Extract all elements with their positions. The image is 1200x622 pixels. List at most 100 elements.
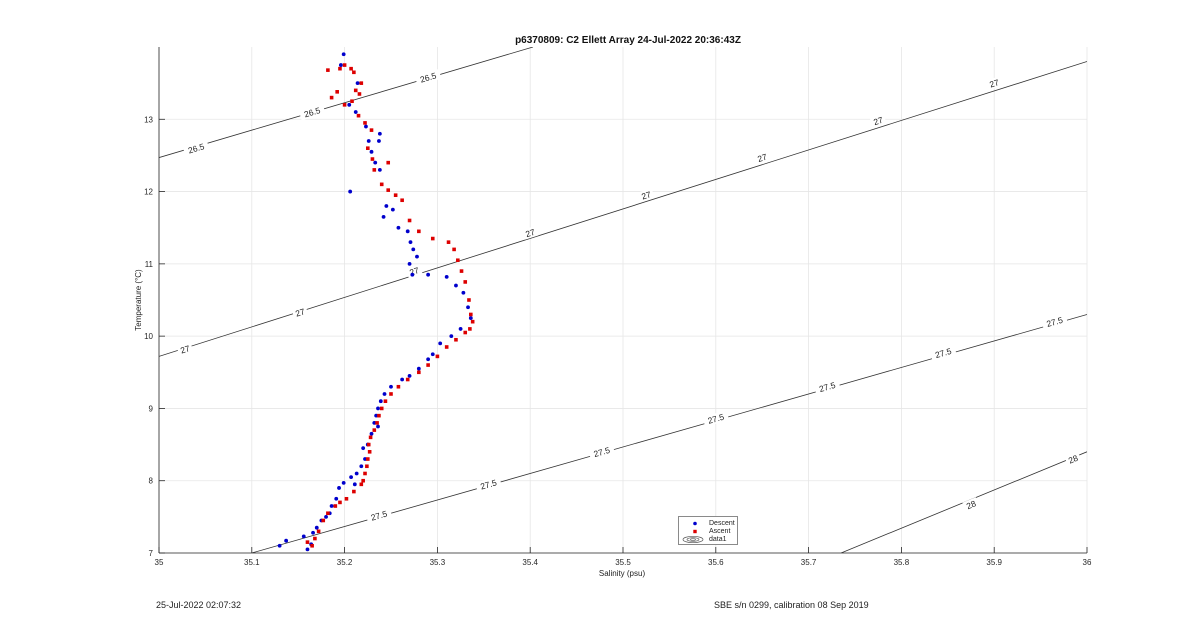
descent-point: [337, 486, 341, 490]
ascent-point: [350, 99, 354, 104]
svg-text:27: 27: [179, 343, 191, 355]
ascent-point: [313, 536, 317, 541]
descent-point: [305, 547, 310, 552]
descent-point: [347, 102, 352, 107]
descent-point: [390, 207, 395, 212]
calibration-note: SBE s/n 0299, calibration 08 Sep 2019: [714, 600, 869, 610]
descent-point: [378, 399, 383, 404]
ascent-point: [400, 198, 404, 203]
ascent-point: [366, 457, 370, 461]
descent-point: [361, 446, 366, 451]
svg-text:27.5: 27.5: [479, 477, 498, 491]
legend-label-data1: data1: [709, 536, 727, 543]
ascent-point: [363, 121, 367, 125]
red-square-icon: [693, 529, 697, 534]
ascent-point: [338, 66, 342, 71]
ascent-point: [352, 70, 356, 75]
ascent-point: [329, 95, 334, 100]
descent-point: [407, 261, 412, 266]
contour-label: 27.5: [588, 443, 615, 461]
descent-point: [400, 377, 405, 382]
y-axis-label: Temperature (°C): [134, 269, 143, 331]
ascent-point: [321, 518, 326, 523]
ascent-point: [446, 240, 451, 244]
contour-label: 27: [521, 225, 539, 240]
ascent-point: [333, 504, 338, 508]
ascent-point: [359, 81, 364, 85]
ascent-point: [389, 392, 393, 396]
y-tick-label: 13: [144, 115, 153, 124]
x-tick-label: 35.5: [615, 558, 631, 567]
ascent-point: [405, 377, 410, 382]
ascent-point: [463, 330, 468, 335]
svg-text:27.5: 27.5: [707, 412, 726, 426]
ascent-point: [417, 370, 421, 375]
descent-point: [438, 341, 443, 346]
ascent-point: [469, 312, 473, 317]
descent-point: [354, 471, 359, 476]
descent-point: [389, 384, 393, 389]
x-tick-label: 35.4: [522, 558, 538, 567]
x-tick-label: 35.9: [986, 558, 1002, 567]
ascent-point: [372, 428, 377, 432]
descent-point: [376, 424, 380, 429]
ascent-point: [368, 435, 373, 440]
ascent-point: [454, 337, 458, 342]
descent-point: [284, 538, 289, 543]
ascent-point: [363, 471, 367, 476]
contour-label: 28: [962, 497, 980, 512]
ascent-point: [463, 280, 468, 284]
descent-point: [466, 305, 470, 310]
descent-point: [458, 327, 463, 331]
descent-point: [369, 431, 374, 436]
contour-label: 27: [985, 76, 1003, 91]
descent-point: [359, 464, 364, 469]
ascent-point: [338, 500, 342, 505]
ascent-point: [367, 450, 372, 454]
ascent-point: [417, 229, 421, 234]
contour-label: 27.5: [813, 378, 841, 395]
x-tick-label: 35.6: [708, 558, 724, 567]
x-tick-label: 36: [1083, 558, 1092, 567]
contour-label: 27: [291, 305, 309, 320]
descent-point: [410, 272, 415, 277]
descent-point: [415, 254, 419, 259]
contour-label: 27: [176, 342, 194, 357]
x-tick-label: 35.7: [801, 558, 817, 567]
ascent-point: [357, 92, 362, 96]
descent-point: [353, 110, 358, 114]
axes-box: [158, 47, 1088, 554]
legend-label-ascent: Ascent: [709, 528, 731, 535]
ascent-point: [407, 218, 412, 223]
contour-label: 26.5: [414, 69, 442, 86]
ascent-point: [366, 442, 371, 447]
descent-point: [372, 420, 377, 425]
ascent-point: [352, 489, 356, 494]
ascent-point: [370, 157, 375, 161]
ascent-point: [379, 406, 384, 411]
descent-point: [411, 247, 416, 252]
y-tick-label: 7: [149, 549, 154, 558]
contour-label: 27: [405, 264, 423, 279]
ascent-point: [365, 464, 369, 469]
x-tick-label: 35.3: [430, 558, 446, 567]
descent-point: [377, 131, 382, 136]
descent-point: [384, 204, 389, 208]
ascent-point: [335, 90, 339, 94]
svg-text:27.5: 27.5: [592, 445, 611, 459]
descent-point: [426, 357, 431, 362]
descent-point: [468, 316, 473, 320]
x-tick-label: 35: [155, 558, 164, 567]
ascent-point: [459, 269, 464, 273]
descent-point: [444, 274, 449, 279]
svg-text:27.5: 27.5: [934, 346, 953, 360]
ascent-point: [305, 540, 310, 544]
legend-item-descent: Descent: [679, 519, 739, 528]
descent-point: [373, 160, 378, 165]
contour-label: 26.5: [182, 139, 210, 157]
descent-point: [366, 139, 371, 143]
legend-item-ascent: Ascent: [679, 527, 739, 536]
ascent-point: [326, 511, 330, 516]
ascent-point: [310, 543, 314, 548]
